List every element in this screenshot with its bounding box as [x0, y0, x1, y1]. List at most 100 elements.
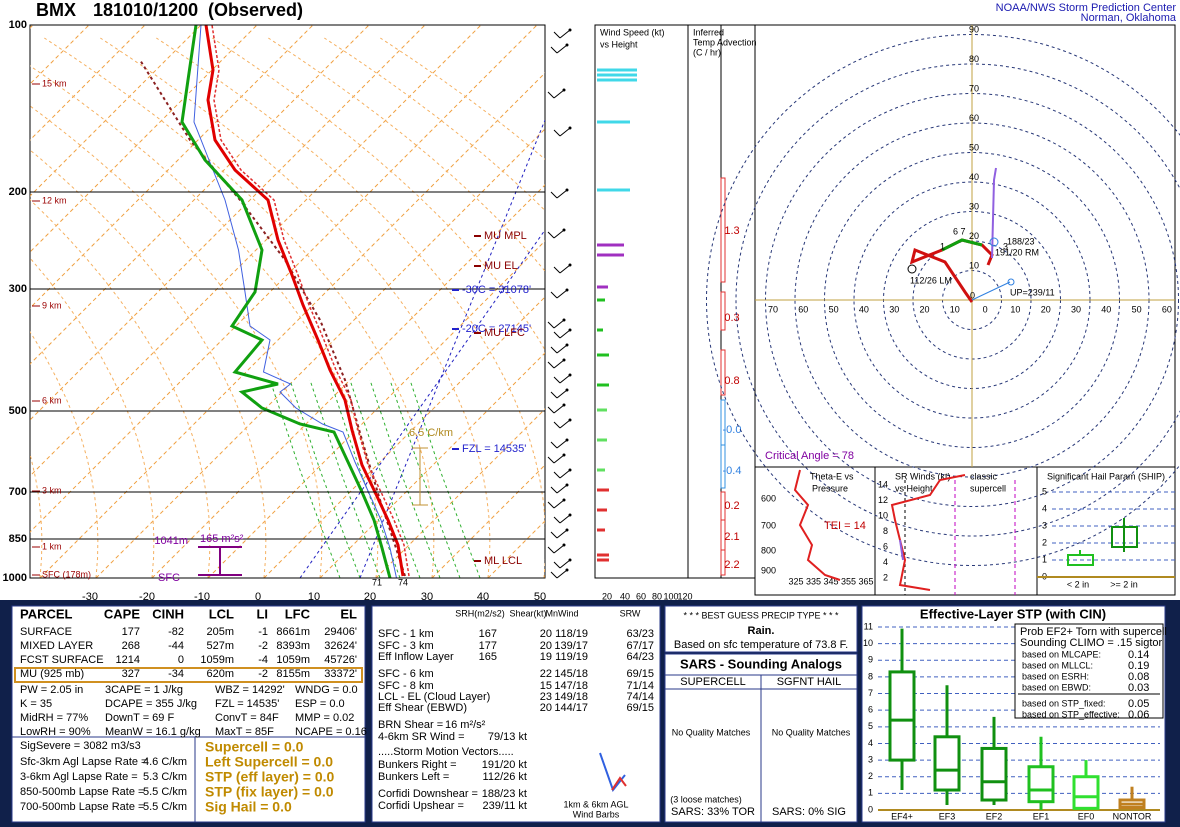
skewt-lines [30, 25, 545, 578]
lapse-name: 3-6km Agl Lapse Rate = [20, 771, 138, 783]
kin-cell: 20 [540, 640, 552, 652]
barb-dot [565, 438, 569, 442]
virtual-temp [211, 25, 410, 577]
ta-value: 1.3 [724, 225, 739, 237]
kin-cell: 147/18 [554, 680, 588, 692]
ws-title: Wind Speed (kt) [600, 27, 665, 37]
motion-title: .....Storm Motion Vectors..... [378, 746, 514, 758]
barb-staff [553, 454, 565, 464]
kin-cell: SFC - 6 km [378, 668, 434, 680]
dry-adiabat [30, 331, 99, 578]
barb-staff [553, 89, 565, 99]
level-label: -30C = 31078' [462, 284, 531, 296]
sr-y-tick: 14 [878, 479, 888, 489]
parcel-cell: 1059m [276, 654, 310, 666]
hodo-trace [909, 238, 994, 303]
barb-staff [559, 127, 571, 137]
sr46: 4-6km SR Wind = [378, 731, 465, 743]
motion-name: Corfidi Upshear = [378, 800, 464, 812]
dry-adiabat [30, 452, 43, 578]
ship-title: Significant Hail Param (SHIP) [1047, 471, 1165, 481]
parcel-cell: 620m [206, 668, 234, 680]
temp-label: -20 [139, 591, 155, 603]
parcel-cell: -4 [258, 654, 268, 666]
barb-staff [556, 189, 568, 199]
barb-flag [547, 501, 555, 509]
kin-cell: 74/14 [626, 691, 654, 703]
parcel-header: PARCEL [20, 606, 73, 621]
skew-line [30, 25, 314, 309]
kin-cell: Eff Inflow Layer [378, 651, 454, 663]
parcel-cell: 1214 [116, 654, 140, 666]
barb-flag [553, 561, 561, 569]
brn-value: 16 m²/s² [445, 719, 486, 731]
hodo-y-tick: 40 [969, 172, 979, 182]
prob-name: based on MLLCL: [1022, 660, 1093, 670]
kin-cell: SFC - 3 km [378, 640, 434, 652]
moist-adiabat [329, 379, 401, 578]
parcel-cell: MIXED LAYER [20, 640, 93, 652]
kin-cell: 167 [479, 628, 497, 640]
hodo-y-tick: 90 [969, 24, 979, 34]
barb-flag [550, 441, 558, 449]
stp-y-tick: 8 [868, 671, 873, 681]
height-label: 15 km [42, 78, 67, 88]
prob-value: 0.06 [1128, 709, 1149, 721]
hodo-x-tick: 60 [798, 304, 808, 314]
stp-category: EF3 [939, 811, 956, 821]
ws-tick: 60 [636, 591, 646, 601]
te-y-tick: 900 [761, 565, 776, 575]
skew-line [359, 119, 545, 578]
barb-dot [568, 373, 572, 377]
stp-y-tick: 5 [868, 721, 873, 731]
ta-value: 2.1 [724, 531, 739, 543]
ship-legend: < 2 in [1067, 579, 1089, 589]
te-y-tick: 800 [761, 545, 776, 555]
sr-note: supercell [970, 483, 1006, 493]
hodo-x-tick: 0 [983, 304, 988, 314]
temp-label: 0 [255, 591, 261, 603]
prob-title: Sounding CLIMO = .15 sigtor [1020, 637, 1162, 649]
sr-title: vs Height [895, 483, 933, 493]
hodo-label: 112/26 LM [910, 275, 952, 285]
level-label: -20C = 27145' [462, 323, 531, 335]
skew-line [30, 25, 538, 533]
ta-bar [720, 291, 726, 331]
sr-title: SR Winds (kt) [895, 471, 951, 481]
stp-y-tick: 4 [868, 738, 873, 748]
motion-name: Bunkers Left = [378, 771, 449, 783]
barb-flag [550, 191, 558, 199]
skew-line [30, 25, 482, 477]
temp-label: 10 [308, 591, 320, 603]
barb-flag [553, 31, 561, 39]
box [1072, 775, 1100, 810]
ws-tick: 120 [677, 591, 692, 601]
ta-value: 2.2 [724, 559, 739, 571]
sfc-label: SFC [158, 572, 180, 584]
te-title: Theta-E vs [810, 471, 854, 481]
motion-value: 112/26 kt [483, 771, 527, 783]
barb-staff [559, 419, 571, 429]
hodo-x-tick: 30 [1071, 304, 1081, 314]
barb-staff [553, 544, 565, 554]
hodo-y-tick: 30 [969, 201, 979, 211]
index-cell: PW = 2.05 in [20, 684, 83, 696]
barb-flag [547, 231, 555, 239]
prob-name: based on EBWD: [1022, 682, 1091, 692]
hodo-x-tick: 50 [1132, 304, 1142, 314]
composite: STP (fix layer) = 0.0 [205, 784, 334, 800]
barb-dot [562, 403, 566, 407]
kin-cell: 15 [540, 680, 552, 692]
kin-cell: 144/17 [554, 702, 588, 714]
barb-staff [556, 44, 568, 54]
barb-staff [553, 359, 565, 369]
sr-y-tick: 4 [883, 557, 888, 567]
level-label: ML LCL [484, 555, 522, 567]
stp-category: EF4+ [891, 811, 913, 821]
obs-time: 181010/1200 [93, 0, 198, 20]
stp-y-tick: 11 [864, 621, 873, 631]
index-cell: K = 35 [20, 698, 52, 710]
barb-flag [553, 331, 561, 339]
skew-line [30, 25, 258, 253]
